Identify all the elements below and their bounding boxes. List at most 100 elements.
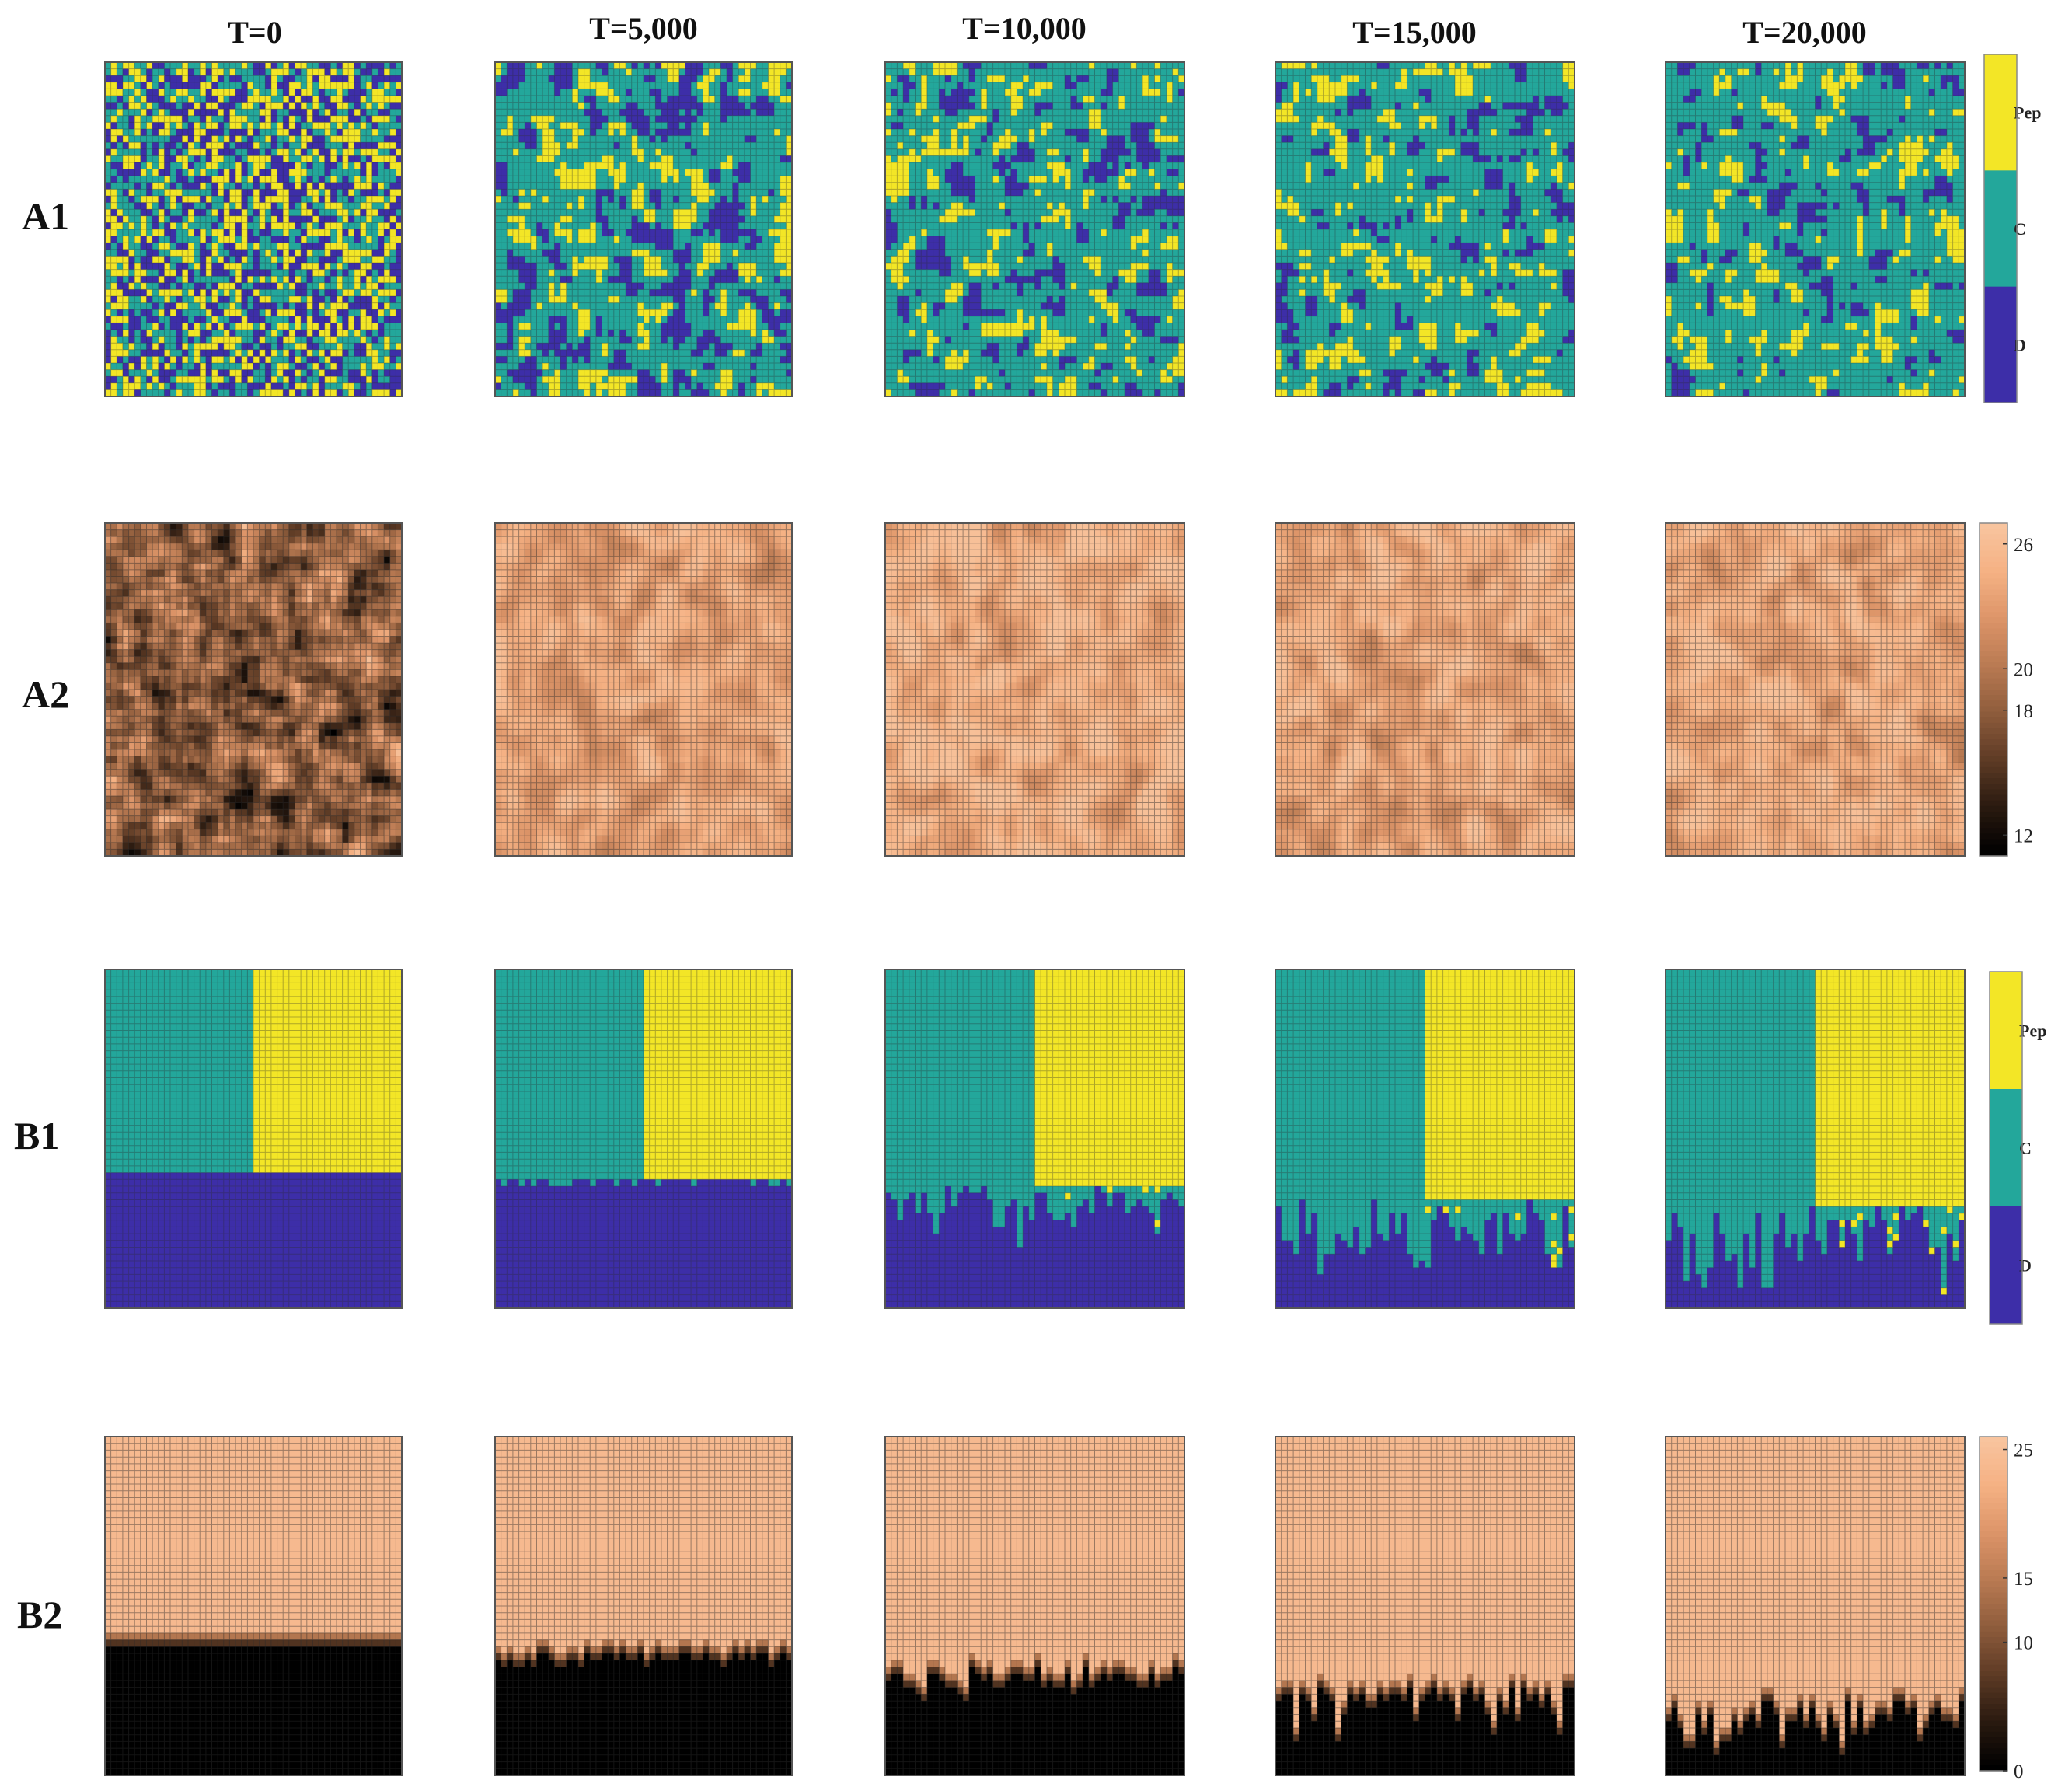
cell-C xyxy=(330,276,337,283)
cell-Pep xyxy=(390,243,396,250)
cell-C xyxy=(164,203,170,210)
cell-Pep xyxy=(283,222,289,229)
cell-C xyxy=(129,203,135,210)
cell-D xyxy=(283,89,289,96)
cell-D xyxy=(343,176,349,183)
cell-C xyxy=(271,243,277,250)
cell-Pep xyxy=(117,129,123,136)
cell-Pep xyxy=(301,142,307,149)
cell-C xyxy=(325,142,331,149)
cell-Pep xyxy=(206,142,212,149)
cell-Pep xyxy=(152,169,159,176)
cell-Pep xyxy=(354,162,361,169)
cell-D xyxy=(188,276,194,283)
cell-C xyxy=(146,176,152,183)
cell-C xyxy=(218,276,224,283)
cell-C xyxy=(277,136,284,143)
cell-D xyxy=(176,296,183,303)
cell-Pep xyxy=(235,169,242,176)
cell-D xyxy=(111,296,117,303)
cell-D xyxy=(182,263,188,270)
cell-D xyxy=(372,142,378,149)
cell-C xyxy=(384,103,390,110)
cell-C xyxy=(337,256,343,263)
cell-C xyxy=(134,216,141,223)
cell-D xyxy=(117,309,123,316)
cell-Pep xyxy=(330,243,337,250)
cell-D xyxy=(260,283,266,290)
cell-D xyxy=(372,189,378,196)
cell-D xyxy=(348,196,354,203)
cell-C xyxy=(229,162,235,169)
cell-C xyxy=(265,263,271,270)
cell-C xyxy=(105,62,111,69)
cell-D xyxy=(361,209,367,216)
cell-Pep xyxy=(265,116,271,123)
cell-Pep xyxy=(378,222,384,229)
cell-Pep xyxy=(390,289,396,296)
cell-C xyxy=(247,303,253,310)
cell-Pep xyxy=(212,142,218,149)
cell-C xyxy=(235,236,242,243)
cell-C xyxy=(188,316,194,323)
cell-C xyxy=(354,309,361,316)
cell-D xyxy=(330,183,337,190)
cell-D xyxy=(206,89,212,96)
cell-C xyxy=(301,75,307,82)
cell-D xyxy=(176,129,183,136)
cell-D xyxy=(164,69,170,76)
cell-C xyxy=(200,96,206,103)
cell-D xyxy=(307,142,313,149)
cell-C xyxy=(141,62,147,69)
cell-C xyxy=(182,216,188,223)
cell-C xyxy=(354,122,361,129)
cell-C xyxy=(200,222,206,229)
cell-C xyxy=(361,196,367,203)
cell-Pep xyxy=(247,176,253,183)
cell-Pep xyxy=(366,289,372,296)
cell-C xyxy=(361,136,367,143)
cell-C xyxy=(337,216,343,223)
cell-C xyxy=(164,316,170,323)
cell-D xyxy=(188,103,194,110)
cell-C xyxy=(361,256,367,263)
cell-Pep xyxy=(319,155,325,162)
cell-C xyxy=(229,296,235,303)
cell-C xyxy=(117,203,123,210)
cell-D xyxy=(242,129,248,136)
cell-C xyxy=(146,155,152,162)
cell-D xyxy=(390,203,396,210)
cell-Pep xyxy=(301,129,307,136)
cell-Pep xyxy=(354,283,361,290)
cell-C xyxy=(134,62,141,69)
cell-C xyxy=(301,270,307,277)
cell-D xyxy=(146,89,152,96)
cell-Pep xyxy=(295,183,301,190)
cell-Pep xyxy=(229,263,235,270)
cell-D xyxy=(170,236,176,243)
cell-D xyxy=(295,189,301,196)
cell-D xyxy=(277,155,284,162)
cell-D xyxy=(194,209,201,216)
cell-Pep xyxy=(218,256,224,263)
cell-C xyxy=(361,216,367,223)
cell-Pep xyxy=(343,256,349,263)
cell-C xyxy=(176,62,183,69)
cell-Pep xyxy=(277,129,284,136)
cell-D xyxy=(348,155,354,162)
cell-C xyxy=(348,209,354,216)
cell-Pep xyxy=(283,276,289,283)
cell-Pep xyxy=(176,289,183,296)
cell-Pep xyxy=(212,89,218,96)
cell-D xyxy=(289,96,295,103)
cell-D xyxy=(117,243,123,250)
cell-Pep xyxy=(123,263,129,270)
cell-D xyxy=(253,256,260,263)
cell-C xyxy=(134,250,141,257)
cell-D xyxy=(253,270,260,277)
cell-D xyxy=(295,222,301,229)
cell-D xyxy=(164,75,170,82)
cell-D xyxy=(206,176,212,183)
cell-Pep xyxy=(384,222,390,229)
